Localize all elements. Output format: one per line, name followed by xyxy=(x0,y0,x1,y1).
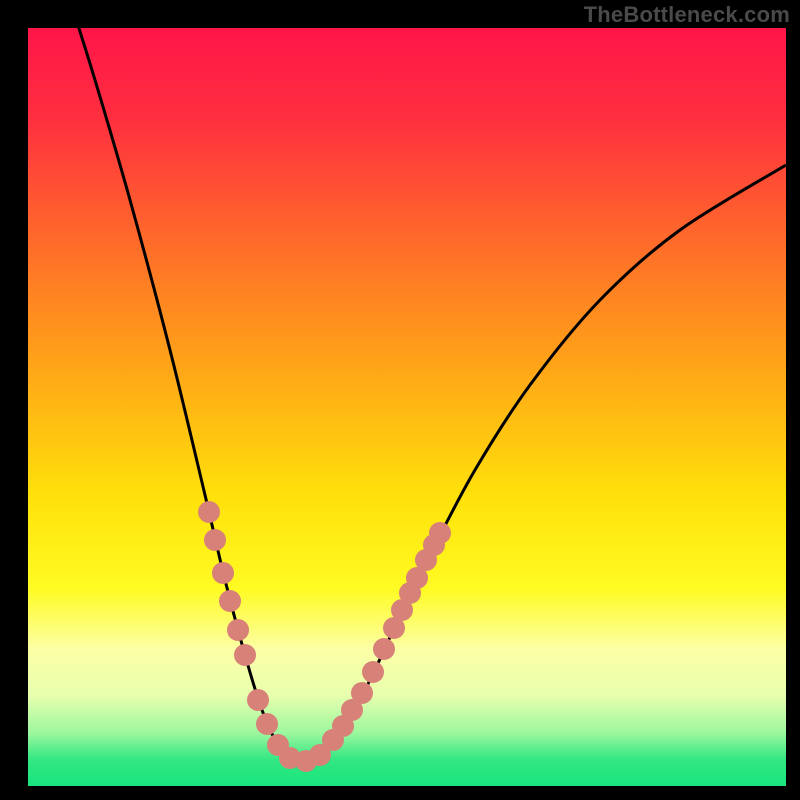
marker-right xyxy=(362,661,384,683)
watermark-text: TheBottleneck.com xyxy=(584,2,790,28)
marker-left xyxy=(219,590,241,612)
marker-left xyxy=(227,619,249,641)
marker-right xyxy=(429,522,451,544)
marker-left xyxy=(256,713,278,735)
chart-container: TheBottleneck.com xyxy=(0,0,800,800)
marker-right xyxy=(351,682,373,704)
marker-left xyxy=(198,501,220,523)
marker-left xyxy=(234,644,256,666)
marker-left xyxy=(247,689,269,711)
bottleneck-curve xyxy=(70,0,786,762)
chart-svg xyxy=(0,0,800,800)
marker-left xyxy=(204,529,226,551)
marker-left xyxy=(212,562,234,584)
marker-right xyxy=(373,638,395,660)
